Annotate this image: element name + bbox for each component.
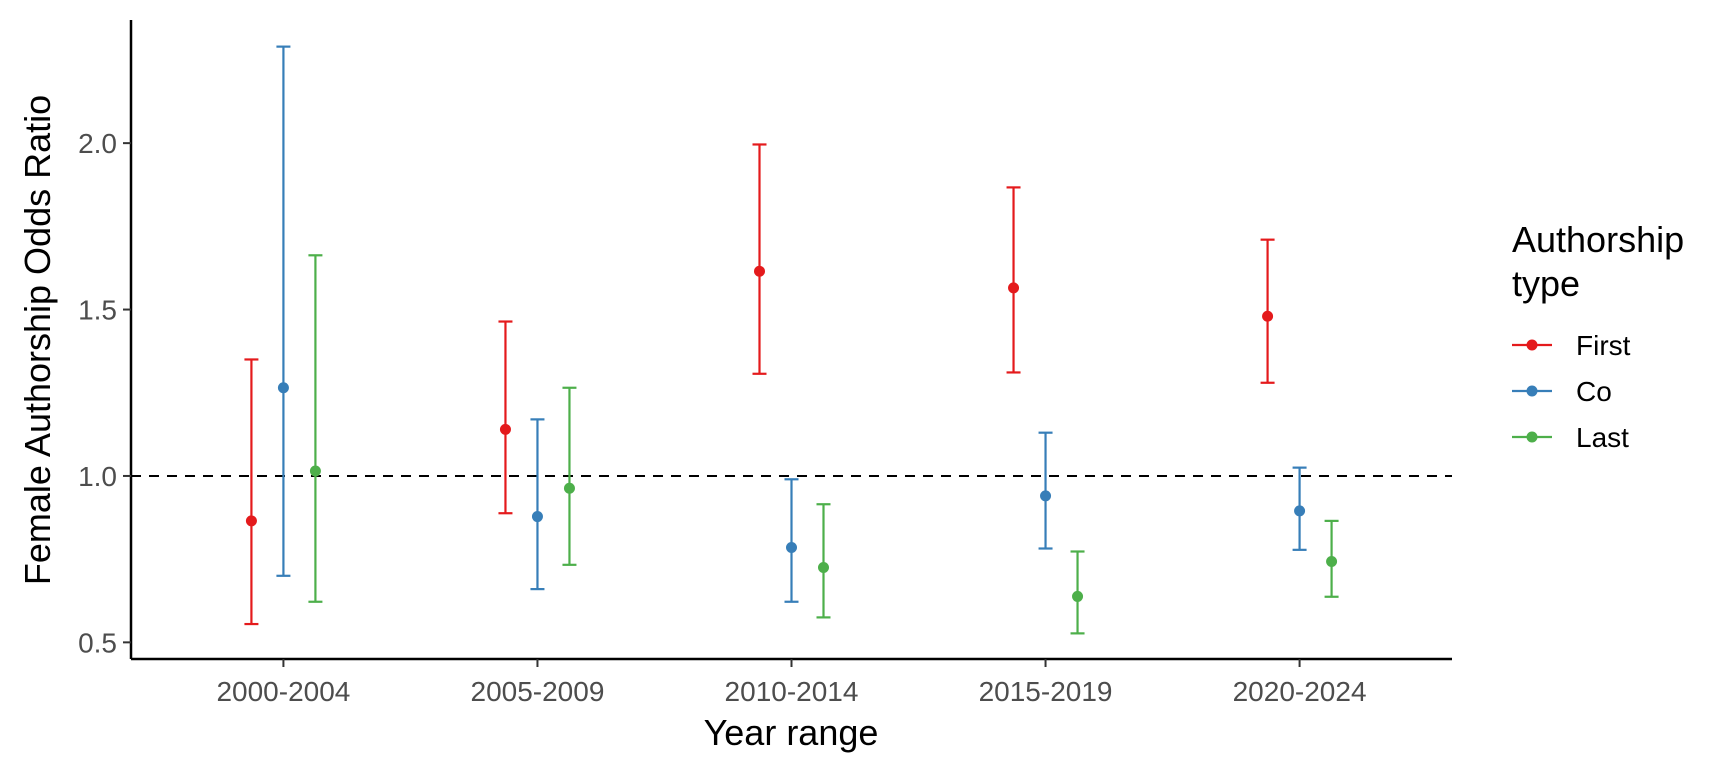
- legend: Authorship type First Co Last: [1512, 219, 1684, 453]
- data-point: [818, 561, 829, 573]
- legend-label: Co: [1576, 376, 1612, 407]
- data-point: [277, 382, 289, 394]
- data-point: [309, 465, 321, 477]
- legend-key-point: [1526, 339, 1538, 351]
- legend-item-first: First: [1512, 330, 1631, 361]
- legend-title-line-1: Authorship: [1512, 219, 1684, 260]
- y-axis-title: Female Authorship Odds Ratio: [17, 95, 58, 585]
- data-point: [1326, 555, 1338, 567]
- x-tick-label: 2015-2019: [979, 676, 1113, 707]
- x-tick-label: 2010-2014: [725, 676, 859, 707]
- data-point: [245, 515, 257, 527]
- y-tick-label: 1.0: [78, 461, 117, 492]
- data-point: [499, 423, 511, 435]
- data-point: [754, 265, 765, 277]
- y-tick-label: 2.0: [78, 128, 117, 159]
- x-axis-title: Year range: [704, 712, 879, 753]
- data-point: [531, 511, 543, 523]
- y-tick-label: 0.5: [78, 627, 117, 658]
- x-tick-label: 2005-2009: [471, 676, 605, 707]
- data-point: [1294, 505, 1306, 517]
- legend-item-last: Last: [1512, 422, 1629, 453]
- legend-title-line-2: type: [1512, 263, 1580, 304]
- series-first: [244, 143, 1275, 626]
- y-tick-label: 1.5: [78, 295, 117, 326]
- legend-item-co: Co: [1512, 376, 1612, 407]
- data-point: [1072, 590, 1084, 602]
- legend-key-point: [1526, 385, 1538, 397]
- plot-marks: [131, 45, 1452, 635]
- y-axis-ticks: 0.5 1.0 1.5 2.0: [78, 128, 131, 658]
- data-point: [1008, 282, 1020, 294]
- legend-label: Last: [1576, 422, 1629, 453]
- data-point: [1262, 310, 1274, 322]
- x-tick-label: 2020-2024: [1233, 676, 1367, 707]
- series-co: [276, 45, 1307, 603]
- legend-label: First: [1576, 330, 1631, 361]
- series-last: [308, 254, 1339, 635]
- data-point: [563, 482, 575, 494]
- x-axis-ticks: 2000-2004 2005-2009 2010-2014 2015-2019 2020…: [216, 659, 1367, 707]
- data-point: [1040, 490, 1052, 502]
- legend-key-point: [1526, 431, 1538, 443]
- data-point: [786, 542, 797, 554]
- x-tick-label: 2000-2004: [216, 676, 350, 707]
